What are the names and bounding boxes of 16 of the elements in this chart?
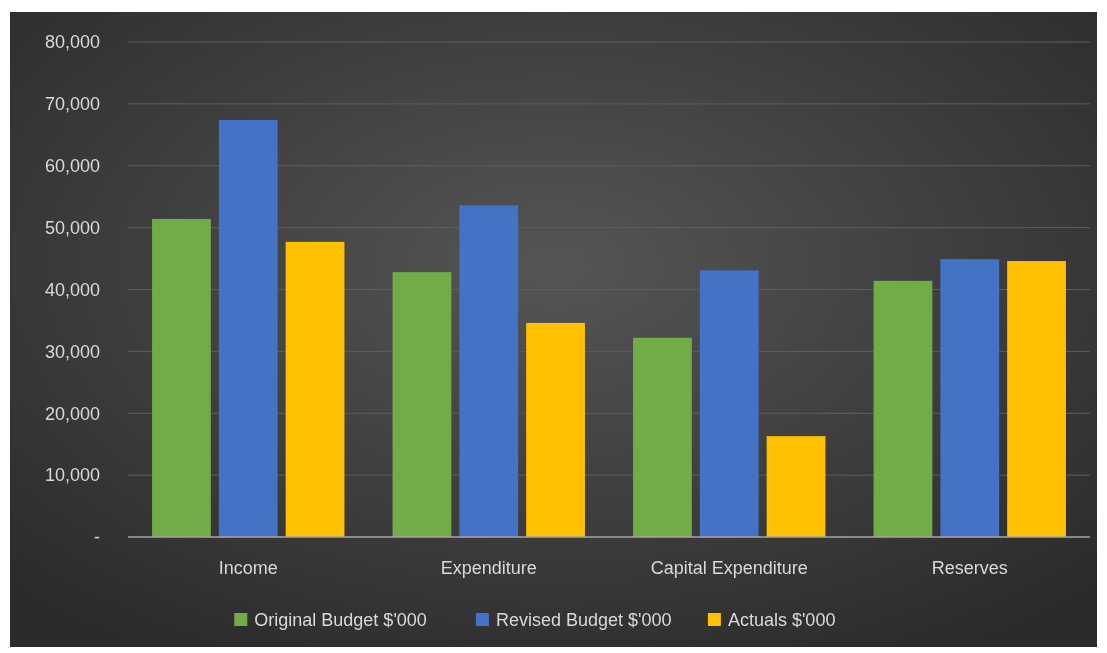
x-tick-label: Reserves [931, 558, 1008, 578]
x-tick-label: Capital Expenditure [650, 558, 808, 578]
y-tick-label: - [94, 527, 100, 548]
x-tick-label: Expenditure [440, 558, 537, 578]
y-tick-label: 20,000 [44, 403, 100, 424]
y-tick-label: 30,000 [44, 341, 100, 362]
legend-label: Actuals $'000 [727, 610, 836, 631]
y-tick-label: 60,000 [44, 156, 100, 177]
y-tick-label: 10,000 [44, 465, 100, 486]
y-tick-label: 80,000 [44, 32, 100, 53]
y-tick-label: 50,000 [44, 217, 100, 238]
x-tick-label: Income [218, 558, 278, 578]
legend-label: Revised Budget $'000 [495, 610, 672, 631]
legend-label: Original Budget $'000 [254, 610, 427, 631]
y-tick-label: 70,000 [44, 94, 100, 115]
y-tick-label: 40,000 [44, 279, 100, 300]
